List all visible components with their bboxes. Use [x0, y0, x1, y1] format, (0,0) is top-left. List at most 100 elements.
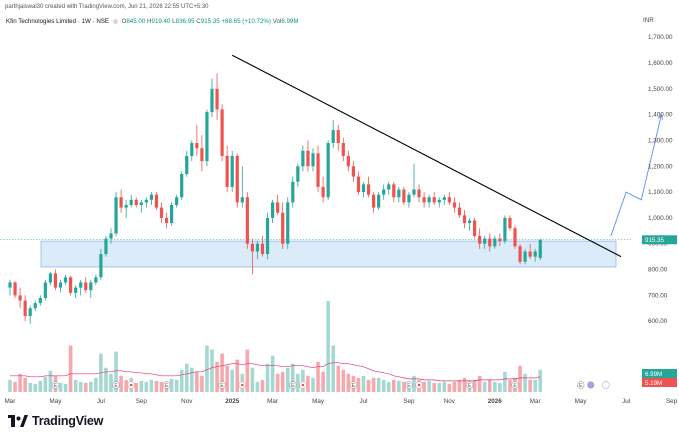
volume-bar	[523, 373, 527, 392]
dividend-marker	[415, 381, 423, 389]
candle-body	[175, 197, 179, 205]
candle-body	[255, 243, 260, 252]
volume-bar	[311, 377, 315, 392]
earnings-marker-circle	[51, 381, 60, 389]
candle	[301, 145, 305, 172]
candle-body	[84, 282, 88, 291]
volume-bar	[139, 380, 144, 392]
candle-body	[452, 202, 456, 208]
tradingview-logo[interactable]: TradingView	[8, 414, 103, 428]
volume-bar	[402, 381, 406, 392]
x-axis-tick-label: Jul	[97, 398, 105, 405]
candle-body	[498, 238, 502, 242]
candle-body	[23, 300, 27, 317]
candle-body	[225, 155, 229, 187]
volume-bar	[265, 363, 270, 392]
resistance-trendline	[231, 54, 622, 258]
candle	[467, 217, 472, 231]
candle	[483, 235, 487, 249]
candle	[306, 140, 310, 172]
candle-body	[38, 297, 42, 304]
volume-ma-line	[10, 362, 541, 382]
high-value: 919.40	[151, 18, 171, 25]
candle	[276, 194, 280, 216]
candle-body	[185, 155, 189, 175]
volume-bar	[38, 380, 43, 392]
candle-body	[265, 217, 270, 255]
volume-bar	[149, 379, 154, 392]
symbol-name[interactable]: Kfin Technologies Limited · 1W · NSE	[6, 18, 110, 25]
y-axis: 1,700.00 1,600.00 1,500.00 1,400.00 1,300.00…	[648, 34, 673, 325]
volume-tag-label: 6.99M	[645, 371, 662, 378]
candle	[518, 243, 522, 265]
x-axis-tick-label: Mar	[530, 398, 541, 405]
candle	[260, 235, 265, 257]
volume-bar	[144, 381, 149, 392]
volume-bar	[487, 379, 492, 392]
projection-path	[610, 114, 662, 237]
volume-bar	[447, 383, 452, 392]
earnings-marker: E	[405, 381, 413, 389]
candle-body	[276, 202, 280, 213]
earnings-marker-circle	[162, 381, 171, 389]
volume-bar	[270, 355, 275, 392]
candle	[437, 197, 441, 208]
candle-body	[154, 194, 159, 208]
candle	[210, 78, 214, 118]
candle	[205, 109, 209, 167]
earnings-marker: E	[465, 381, 474, 389]
candle-body	[230, 155, 234, 187]
volume-bar	[316, 361, 320, 392]
candle-body	[387, 184, 391, 190]
earnings-marker-circle	[112, 381, 120, 389]
candle-body	[48, 273, 52, 283]
volume-bars	[8, 301, 543, 392]
low-label: L	[172, 18, 176, 25]
candle-body	[412, 189, 416, 195]
dividend-marker	[238, 381, 247, 389]
volume-bar	[346, 373, 351, 392]
candle	[377, 192, 381, 211]
candle-body	[200, 148, 204, 162]
volume-ma-tag	[642, 378, 677, 387]
volume-bar	[225, 365, 229, 392]
volume-bar	[482, 381, 487, 392]
candle-body	[18, 295, 22, 301]
candle-body	[281, 212, 285, 244]
volume-bar	[472, 379, 477, 392]
volume-bar	[477, 375, 482, 392]
candle-body	[180, 174, 184, 198]
x-axis-tick-label: May	[312, 398, 325, 405]
high-label: H	[147, 18, 152, 25]
earnings-marker-label: E	[220, 383, 224, 389]
volume-bar	[134, 382, 139, 392]
y-axis-tick-label: 700.00	[648, 292, 668, 299]
volume-bar	[432, 382, 436, 392]
volume-ma-tag-label: 5.19M	[645, 380, 662, 387]
earnings-marker-circle	[349, 381, 358, 389]
open-label: O	[121, 18, 127, 25]
candle-body	[478, 235, 482, 244]
candle-body	[513, 228, 517, 247]
candle	[513, 225, 517, 249]
candle-body	[124, 204, 128, 208]
volume-bar	[336, 365, 341, 392]
y-axis-tick-label: 1,600.00	[648, 60, 673, 67]
volume-bar	[109, 373, 113, 392]
candle-body	[503, 217, 507, 242]
volume-bar	[462, 377, 467, 392]
candle-body	[462, 215, 467, 224]
earnings-marker-circle	[576, 381, 585, 389]
x-axis-tick-label: Nov	[181, 398, 193, 405]
volume-bar	[291, 363, 295, 392]
candle-body	[427, 197, 431, 203]
candle	[407, 192, 411, 208]
earnings-marker: E	[162, 381, 171, 389]
watermark-header: parthjaiswal30 created with TradingView.…	[5, 4, 209, 10]
candle-body	[533, 251, 537, 257]
y-axis-tick-label: 800.00	[648, 267, 668, 274]
candle-body	[336, 130, 340, 144]
candle-body	[291, 181, 295, 203]
candle	[170, 202, 174, 226]
